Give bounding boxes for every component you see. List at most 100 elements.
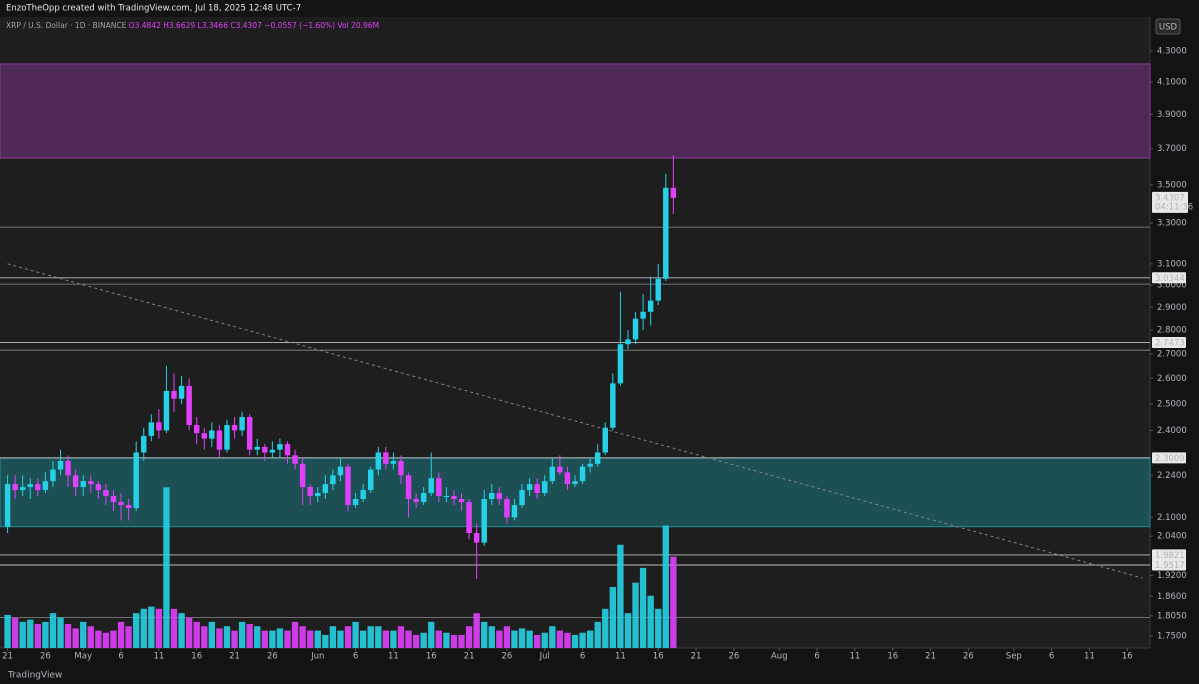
candle-body xyxy=(239,417,245,431)
volume-bar xyxy=(314,630,321,648)
volume-bar xyxy=(49,613,57,648)
volume-bar xyxy=(148,606,155,648)
volume-bar xyxy=(662,525,669,648)
x-tick-label: 16 xyxy=(1122,652,1133,662)
candle-body xyxy=(640,311,646,319)
candle-body xyxy=(670,187,677,198)
y-tick-label: 2.6000 xyxy=(1157,374,1187,384)
volume-bar xyxy=(95,630,102,648)
y-tick-label: 1.8050 xyxy=(1157,611,1187,621)
candle-body xyxy=(383,452,389,464)
header-text: EnzoTheOpp created with TradingView.com,… xyxy=(6,4,301,14)
candle-body xyxy=(57,460,64,470)
volume-bar xyxy=(420,632,427,648)
volume-bar xyxy=(19,621,26,648)
volume-bar xyxy=(117,621,125,648)
volume-bar xyxy=(64,624,72,648)
volume-bar xyxy=(375,626,382,648)
level-label-box xyxy=(1152,452,1186,464)
x-tick-label: 6 xyxy=(353,652,358,662)
candle-body xyxy=(549,466,556,482)
legend-high: H3.6629 xyxy=(163,21,195,30)
candle-body xyxy=(663,187,669,279)
candle-body xyxy=(451,495,457,499)
currency[interactable]: USD xyxy=(1159,23,1178,33)
x-tick-label: 26 xyxy=(501,652,512,662)
volume-bar xyxy=(503,626,511,648)
x-tick-label: Jul xyxy=(539,652,550,662)
level-label-box xyxy=(1152,272,1186,284)
volume-bar xyxy=(269,630,276,648)
candle-body xyxy=(511,505,518,518)
volume-bar xyxy=(594,621,601,648)
candle-body xyxy=(579,466,586,482)
x-tick-label: 21 xyxy=(229,652,240,662)
x-tick-label: 26 xyxy=(40,652,51,662)
candle-body xyxy=(481,498,487,543)
volume-bar xyxy=(87,626,94,648)
candle-body xyxy=(19,487,26,491)
volume-bar xyxy=(549,626,556,648)
x-tick-label: Sep xyxy=(1006,652,1022,662)
legend-volume: Vol 20.96M xyxy=(338,21,380,30)
volume-bar xyxy=(496,630,503,648)
volume-bar xyxy=(27,619,34,648)
y-tick-label: 3.0000 xyxy=(1157,281,1187,291)
level-label: 2.7473 xyxy=(1155,338,1185,348)
candle-body xyxy=(50,469,56,482)
level-label-box xyxy=(1152,336,1186,348)
legend-open: O3.4842 xyxy=(129,21,161,30)
volume-bar xyxy=(632,582,639,648)
last-price-box xyxy=(1152,191,1188,213)
candle-body xyxy=(345,466,351,506)
volume-bar xyxy=(382,630,390,648)
candle-body xyxy=(35,484,41,491)
candle-body xyxy=(519,490,525,506)
candle-body xyxy=(617,344,624,384)
x-tick-label: 6 xyxy=(580,652,585,662)
volume-bar xyxy=(473,613,480,648)
candle-body xyxy=(246,417,253,450)
candle-body xyxy=(178,385,185,399)
y-tick-label: 3.9000 xyxy=(1157,110,1187,120)
candle-body xyxy=(284,444,291,456)
legend-symbol: XRP / U.S. Dollar · 1D · BINANCE xyxy=(6,21,127,30)
candle-body xyxy=(602,427,608,453)
x-tick-label: Jun xyxy=(310,652,324,662)
y-tick-label: 2.0400 xyxy=(1157,532,1187,542)
volume-bar xyxy=(299,626,306,648)
x-tick-label: 21 xyxy=(925,652,936,662)
legend-change: −0.0557 (−1.60%) xyxy=(264,21,335,30)
y-tick-label: 3.1000 xyxy=(1157,259,1187,269)
candle-body xyxy=(398,460,404,476)
candle-body xyxy=(489,493,495,499)
volume-bar xyxy=(276,628,284,648)
candle-body xyxy=(95,484,102,491)
volume-bar xyxy=(201,626,208,648)
candle-body xyxy=(564,472,571,485)
volume-bar xyxy=(34,624,42,648)
volume-bar xyxy=(238,621,246,648)
volume-bar xyxy=(42,621,49,648)
candle-body xyxy=(352,498,359,506)
zone xyxy=(0,63,1151,159)
volume-bar xyxy=(481,621,488,648)
x-tick-label: 21 xyxy=(691,652,702,662)
currency-box[interactable] xyxy=(1155,18,1181,35)
y-tick-label: 4.3000 xyxy=(1157,46,1187,56)
candle-body xyxy=(307,487,313,496)
candle-body xyxy=(231,425,238,431)
candle-body xyxy=(557,466,563,473)
x-tick-label: 21 xyxy=(2,652,13,662)
legend: XRP / U.S. Dollar · 1D · BINANCE O3.4842… xyxy=(6,21,379,30)
y-tick-label: 1.7500 xyxy=(1157,631,1187,641)
volume-bar xyxy=(564,632,571,648)
candle-body xyxy=(125,505,132,509)
volume-bar xyxy=(102,632,110,648)
x-tick-label: 6 xyxy=(1049,652,1054,662)
candle-body xyxy=(133,452,139,509)
level-label-box xyxy=(1152,559,1186,571)
candle-body xyxy=(292,455,298,464)
volume-bar xyxy=(231,630,238,648)
candle-body xyxy=(436,478,442,496)
